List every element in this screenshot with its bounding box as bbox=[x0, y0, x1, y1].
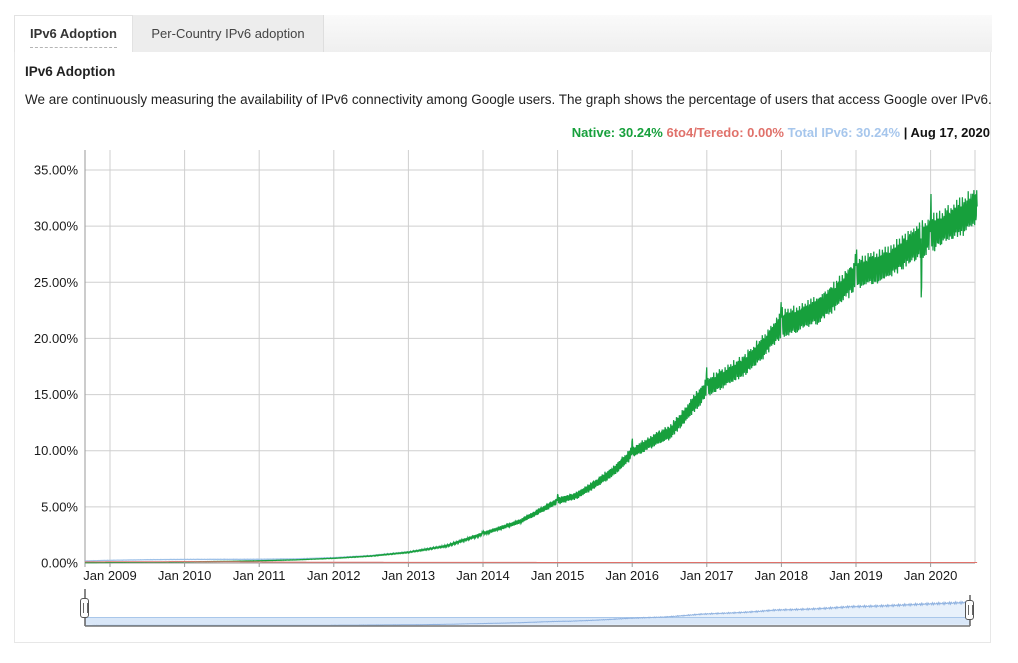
tab-ipv6-adoption-label: IPv6 Adoption bbox=[30, 26, 117, 48]
y-axis-label: 20.00% bbox=[34, 331, 79, 346]
page-description: We are continuously measuring the availa… bbox=[25, 92, 992, 107]
chart-legend: Native: 30.24% 6to4/Teredo: 0.00% Total … bbox=[572, 125, 990, 140]
page-title: IPv6 Adoption bbox=[25, 64, 116, 79]
x-axis-label: Jan 2011 bbox=[233, 568, 286, 583]
x-axis-label: Jan 2012 bbox=[307, 568, 361, 583]
x-axis-label: Jan 2010 bbox=[158, 568, 212, 583]
x-axis-label: Jan 2018 bbox=[755, 568, 809, 583]
native-series-line bbox=[85, 190, 978, 564]
total-ipv6-series-line bbox=[84, 190, 978, 562]
legend-native: Native: 30.24% bbox=[571, 125, 663, 140]
x-axis-label: Jan 2014 bbox=[456, 568, 510, 583]
y-axis-label: 15.00% bbox=[34, 387, 79, 402]
x-axis-label: Jan 2017 bbox=[680, 568, 734, 583]
x-axis-label: Jan 2016 bbox=[605, 568, 659, 583]
x-axis-label: Jan 2013 bbox=[382, 568, 436, 583]
x-axis-label: Jan 2015 bbox=[531, 568, 585, 583]
x-axis-label: Jan 2020 bbox=[904, 568, 958, 583]
tunnel-series-line bbox=[85, 561, 978, 563]
x-axis-label: Jan 2019 bbox=[829, 568, 883, 583]
tab-per-country-label: Per-Country IPv6 adoption bbox=[151, 26, 305, 41]
legend-date: | Aug 17, 2020 bbox=[903, 125, 990, 140]
tab-bar: IPv6 Adoption Per-Country IPv6 adoption bbox=[14, 15, 992, 52]
range-slider-left-handle[interactable] bbox=[80, 598, 89, 618]
range-slider-right-handle[interactable] bbox=[965, 600, 974, 620]
x-axis-label: Jan 2009 bbox=[83, 568, 137, 583]
y-axis-label: 5.00% bbox=[41, 499, 78, 514]
y-axis-label: 0.00% bbox=[41, 556, 78, 571]
y-axis-label: 35.00% bbox=[34, 162, 79, 177]
tab-per-country-adoption[interactable]: Per-Country IPv6 adoption bbox=[133, 15, 324, 52]
legend-6to4-teredo: 6to4/Teredo: 0.00% bbox=[666, 125, 784, 140]
widget-frame bbox=[14, 15, 991, 643]
tab-ipv6-adoption[interactable]: IPv6 Adoption bbox=[14, 15, 133, 52]
y-axis-label: 25.00% bbox=[34, 275, 79, 290]
legend-total-ipv6: Total IPv6: 30.24% bbox=[787, 125, 901, 140]
adoption-chart[interactable]: 0.00% 5.00% 10.00% 15.00% 20.00% 25.00% 30.00%… bbox=[0, 145, 1018, 663]
y-axis-label: 30.00% bbox=[34, 219, 79, 234]
y-axis-label: 10.00% bbox=[34, 443, 79, 458]
slider-track[interactable] bbox=[85, 617, 970, 625]
